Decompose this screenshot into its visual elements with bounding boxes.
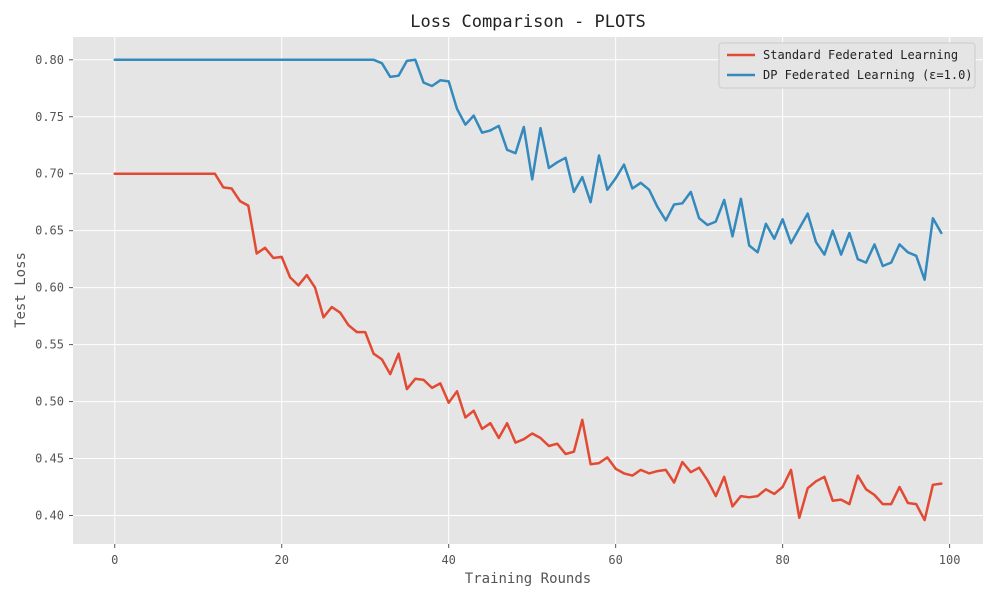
x-tick-label: 80 [775, 553, 789, 567]
y-tick-label: 0.60 [35, 281, 64, 295]
chart-title: Loss Comparison - PLOTS [410, 12, 645, 32]
x-axis-label: Training Rounds [465, 571, 591, 587]
x-tick-label: 100 [939, 553, 961, 567]
grid-lines [73, 37, 983, 544]
axis-ticks: 0 20 40 60 80 100 0.40 0.45 0.50 0.55 0.60 0.65 0.70… [35, 53, 960, 567]
y-tick-label: 0.65 [35, 224, 64, 238]
y-tick-label: 0.70 [35, 167, 64, 181]
series-line-dp [113, 58, 943, 281]
y-tick-label: 0.80 [35, 53, 64, 67]
y-tick-label: 0.40 [35, 509, 64, 523]
x-tick-label: 0 [111, 553, 118, 567]
series-layer [113, 58, 943, 522]
legend-label-standard: Standard Federated Learning [763, 48, 958, 62]
legend-box [718, 42, 976, 89]
y-tick-label: 0.75 [35, 110, 64, 124]
y-tick-label: 0.45 [35, 452, 64, 466]
x-tick-label: 20 [274, 553, 288, 567]
x-tick-label: 40 [441, 553, 455, 567]
legend: Standard Federated Learning DP Federated… [718, 42, 976, 89]
x-tick-label: 60 [608, 553, 622, 567]
y-axis-label: Test Loss [13, 252, 29, 328]
legend-label-dp: DP Federated Learning (ε=1.0) [763, 68, 973, 82]
y-tick-label: 0.50 [35, 395, 64, 409]
y-tick-label: 0.55 [35, 338, 64, 352]
plot-area [73, 37, 983, 544]
series-line-standard [113, 172, 943, 522]
